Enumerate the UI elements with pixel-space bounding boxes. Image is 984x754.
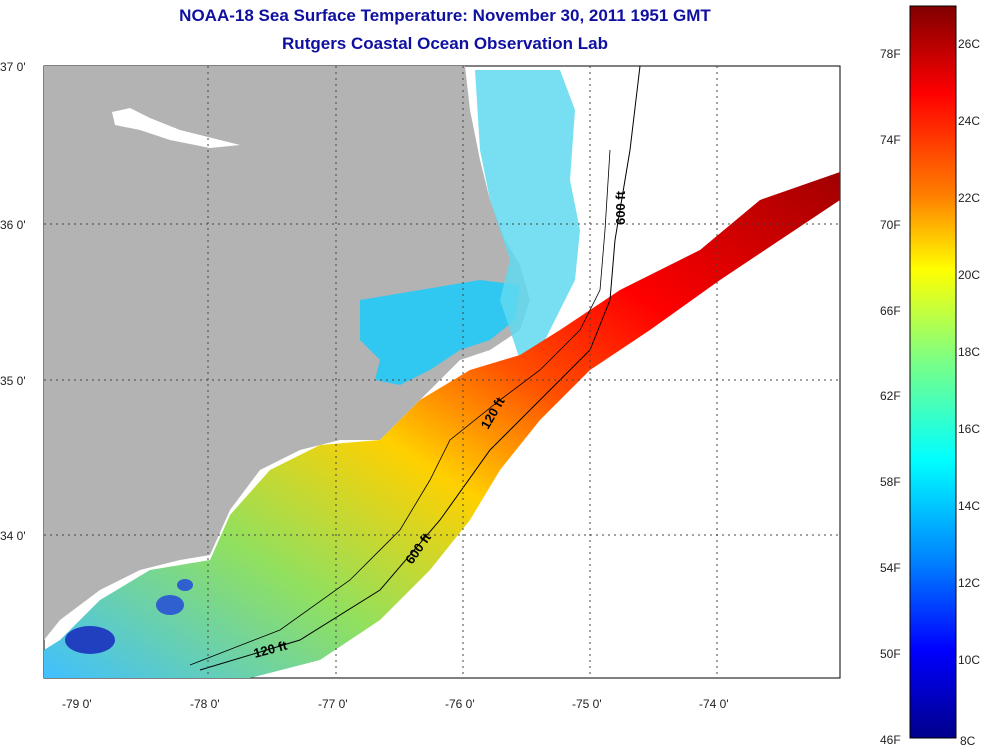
contour-120ft <box>189 149 611 666</box>
contour-label: 600 ft <box>613 190 628 225</box>
colorbar-c-label: 20C <box>958 268 980 282</box>
colorbar-c-label: 10C <box>958 653 980 667</box>
colorbar-f-labels: 78F 74F 70F 66F 62F 58F 54F 50F 46F <box>880 47 901 747</box>
lon-label: -77 0' <box>318 697 348 711</box>
colorbar-c-label: 22C <box>958 191 980 205</box>
colorbar-c-label: 12C <box>958 576 980 590</box>
colorbar-f-label: 74F <box>880 133 901 147</box>
cold-patch <box>177 579 193 591</box>
lat-label: 34 0' <box>0 529 26 543</box>
lat-lon-grid <box>44 66 840 678</box>
colorbar-c-label: 18C <box>958 345 980 359</box>
lon-label: -76 0' <box>445 697 475 711</box>
colorbar <box>909 5 957 739</box>
colorbar-f-label: 78F <box>880 47 901 61</box>
colorbar-c-labels: 26C 24C 22C 20C 18C 16C 14C 12C 10C 8C <box>958 37 980 748</box>
colorbar-f-label: 58F <box>880 475 901 489</box>
map-subtitle: Rutgers Coastal Ocean Observation Lab <box>282 34 608 53</box>
colorbar-c-label: 24C <box>958 114 980 128</box>
nearshore-cool-water <box>475 70 580 360</box>
colorbar-c-label: 16C <box>958 422 980 436</box>
colorbar-f-label: 50F <box>880 647 901 661</box>
lat-label: 37 0' <box>0 60 26 74</box>
cold-patch <box>65 626 115 654</box>
colorbar-f-label: 62F <box>880 389 901 403</box>
colorbar-f-label: 46F <box>880 733 901 747</box>
cold-patch <box>156 595 184 615</box>
lon-label: -74 0' <box>699 697 729 711</box>
colorbar-f-label: 70F <box>880 218 901 232</box>
warm-water-band <box>44 172 840 678</box>
lon-label: -78 0' <box>190 697 220 711</box>
land-mass <box>44 66 530 640</box>
colorbar-f-label: 66F <box>880 304 901 318</box>
lat-label: 35 0' <box>0 374 26 388</box>
colorbar-c-label: 8C <box>960 734 976 748</box>
contour-600ft <box>199 66 641 671</box>
lon-label: -75 0' <box>572 697 602 711</box>
pamlico-sound <box>360 280 520 385</box>
lon-label: -79 0' <box>62 697 92 711</box>
colorbar-c-label: 26C <box>958 37 980 51</box>
map-title: NOAA-18 Sea Surface Temperature: Novembe… <box>179 6 711 25</box>
lat-label: 36 0' <box>0 218 26 232</box>
colorbar-c-label: 14C <box>958 499 980 513</box>
colorbar-f-label: 54F <box>880 561 901 575</box>
